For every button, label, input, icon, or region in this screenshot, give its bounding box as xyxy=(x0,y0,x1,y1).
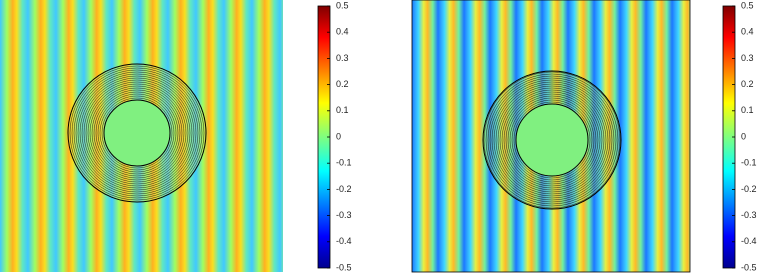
ring xyxy=(491,79,613,201)
colorbar-tick-label: 0.3 xyxy=(741,53,754,63)
ring xyxy=(77,73,197,193)
ring xyxy=(489,77,615,203)
colorbar: -0.5 -0.4 -0.3 -0.2 -0.1 0 0.1 0.2 0.3 0.4 0.5 xyxy=(317,0,352,272)
ring xyxy=(483,71,621,209)
colorbar-tick-label: 0 xyxy=(741,131,746,141)
colorbar-tick-label: 0 xyxy=(336,131,341,141)
ring xyxy=(73,69,201,197)
colorbar-tick-label: 0.3 xyxy=(336,53,349,63)
colorbar-tick-label: -0.3 xyxy=(741,210,757,220)
ring xyxy=(493,81,611,199)
colorbar-tick-label: -0.4 xyxy=(336,236,352,246)
cloak-core xyxy=(515,103,589,177)
ring xyxy=(71,67,203,199)
colorbar-tick-label: 0.2 xyxy=(741,79,754,89)
ring xyxy=(495,83,609,197)
ring xyxy=(511,99,593,181)
ring xyxy=(81,77,193,189)
ring xyxy=(93,89,181,177)
ring xyxy=(89,85,185,181)
colorbar-tick-label: -0.2 xyxy=(741,184,757,194)
colorbar-tick-label: -0.5 xyxy=(336,262,352,272)
ring xyxy=(487,75,617,205)
colorbar-tick-label: -0.2 xyxy=(336,184,352,194)
ring xyxy=(501,89,603,191)
colorbar-tick-label: 0.4 xyxy=(741,27,754,37)
ring xyxy=(507,95,597,185)
ring xyxy=(485,73,619,207)
ring xyxy=(499,87,605,193)
ring xyxy=(513,101,591,179)
cloak-rings xyxy=(69,65,205,201)
ring xyxy=(503,91,601,189)
colorbar-tick-label: 0.4 xyxy=(336,27,349,37)
ring xyxy=(99,95,175,171)
ring xyxy=(95,91,179,175)
colorbar-tick-label: -0.3 xyxy=(336,210,352,220)
ring xyxy=(505,93,599,187)
colorbar-tick-label: 0.5 xyxy=(336,0,349,10)
colorbar-tick-label: -0.4 xyxy=(741,236,757,246)
ring xyxy=(69,65,205,201)
colorbar-tick-label: 0.1 xyxy=(336,105,349,115)
ring xyxy=(101,97,173,169)
ring xyxy=(509,97,595,183)
colorbar: -0.5 -0.4 -0.3 -0.2 -0.1 0 0.1 0.2 0.3 0.4 0.5 xyxy=(722,0,757,272)
colorbar-tick-label: -0.1 xyxy=(336,158,352,168)
ring xyxy=(75,71,199,195)
colorbar-tick-label: 0.5 xyxy=(741,0,754,10)
cloak-core xyxy=(103,99,171,167)
ring xyxy=(87,83,187,183)
colorbar-tick-label: -0.5 xyxy=(741,262,757,272)
ring xyxy=(497,85,607,195)
panel-right xyxy=(411,0,691,273)
colorbar-tick-label: -0.1 xyxy=(741,158,757,168)
ring xyxy=(91,87,183,179)
cloak-rings xyxy=(483,71,621,209)
ring xyxy=(79,75,195,191)
ring xyxy=(85,81,189,185)
ring xyxy=(97,93,177,173)
panel-left xyxy=(0,0,283,272)
colorbar-tick-label: 0.2 xyxy=(336,79,349,89)
colorbar-tick-label: 0.1 xyxy=(741,105,754,115)
ring xyxy=(83,79,191,187)
